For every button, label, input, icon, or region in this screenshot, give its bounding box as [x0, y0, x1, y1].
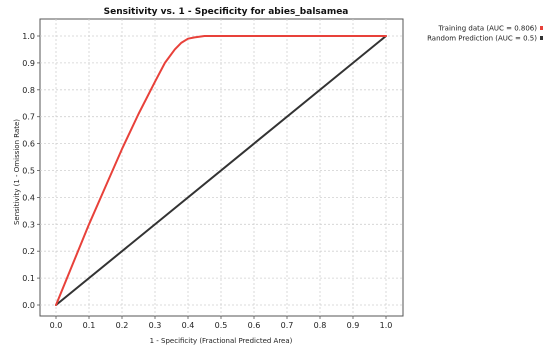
y-tick-label: 0.0	[22, 301, 35, 310]
x-tick-label: 0.3	[149, 321, 162, 330]
y-tick-label: 0.3	[22, 220, 35, 229]
y-tick-label: 0.5	[22, 167, 35, 176]
legend-label: Random Prediction (AUC = 0.5)	[427, 35, 537, 43]
legend: Training data (AUC = 0.806) Random Predic…	[427, 25, 543, 43]
x-tick-label: 0.1	[83, 321, 96, 330]
y-tick-label: 0.6	[22, 140, 35, 149]
x-tick-label: 0.0	[50, 321, 63, 330]
x-tick-label: 0.9	[347, 321, 360, 330]
series-line-1	[55, 35, 387, 306]
series-line-0	[55, 35, 387, 306]
y-axis-title: Sensitivity (1 - Omission Rate)	[13, 119, 21, 225]
y-tick-label: 0.7	[22, 113, 35, 122]
y-tick-label: 0.1	[22, 274, 35, 283]
x-tick-label: 1.0	[380, 321, 393, 330]
plot-border	[39, 18, 404, 317]
y-tick-label: 0.8	[22, 86, 35, 95]
x-tick-label: 0.8	[314, 321, 327, 330]
x-tick-label: 0.7	[281, 321, 294, 330]
x-tick-label: 0.6	[248, 321, 261, 330]
legend-swatch	[540, 26, 543, 30]
x-tick-label: 0.5	[215, 321, 228, 330]
y-tick-label: 0.9	[22, 59, 35, 68]
x-tick-label: 0.2	[116, 321, 129, 330]
x-tick-label: 0.4	[182, 321, 195, 330]
y-tick-label: 1.0	[22, 32, 35, 41]
plot-area: 0.0 0.1 0.2 0.3 0.4 0.5 0.6 0.7 0.8 0.9 1.0 0.0 0.1 0…	[22, 18, 404, 330]
y-tick-label: 0.4	[22, 193, 35, 202]
legend-swatch	[540, 36, 543, 40]
y-tick-label: 0.2	[22, 247, 35, 256]
x-axis-title: 1 - Specificity (Fractional Predicted Ar…	[150, 337, 293, 345]
chart-title: Sensitivity vs. 1 - Specificity for abie…	[104, 7, 349, 17]
legend-label: Training data (AUC = 0.806)	[438, 25, 538, 33]
